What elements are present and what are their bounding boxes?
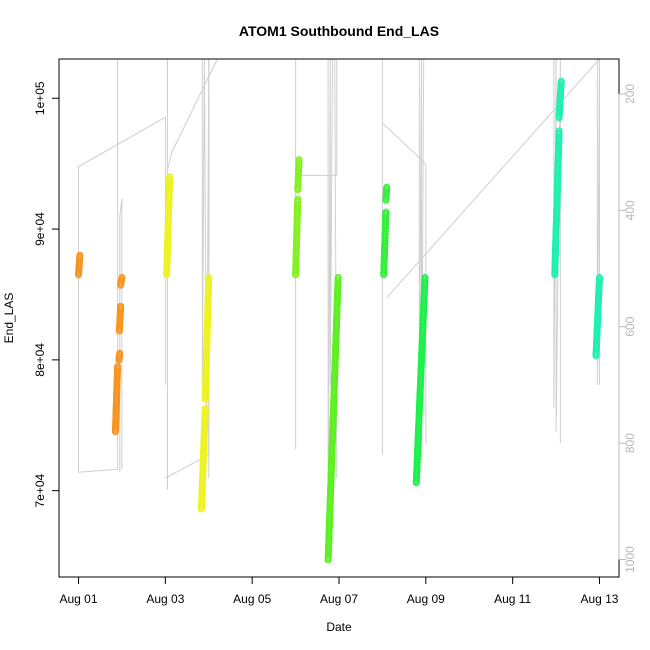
x-tick-label: Aug 09 xyxy=(407,592,445,606)
data-point xyxy=(294,195,302,203)
x-tick-label: Aug 03 xyxy=(146,592,184,606)
data-point xyxy=(421,273,429,281)
y2-tick-label: 400 xyxy=(623,200,637,220)
data-point xyxy=(383,183,391,191)
data-point xyxy=(118,273,126,281)
y2-tick-label: 200 xyxy=(623,84,637,104)
x-axis: Aug 01 Aug 03 Aug 05 Aug 07 Aug 09 Aug 11 Aug … xyxy=(60,576,619,606)
x-tick-label: Aug 13 xyxy=(580,592,618,606)
data-point xyxy=(201,404,209,412)
y-tick-label: 7e+04 xyxy=(33,473,47,507)
y-tick-label: 9e+04 xyxy=(33,212,47,246)
background-line xyxy=(381,59,427,455)
x-tick-label: Aug 01 xyxy=(60,592,98,606)
y2-tick-label: 1000 xyxy=(623,546,637,573)
data-point xyxy=(557,77,565,85)
background-line xyxy=(119,198,123,473)
y-tick-label: 1e+05 xyxy=(33,81,47,115)
x-axis-label: Date xyxy=(326,620,352,634)
y2-tick-label: 800 xyxy=(623,433,637,453)
y2-tick-label: 600 xyxy=(623,316,637,336)
x-tick-label: Aug 07 xyxy=(320,592,358,606)
data-point xyxy=(205,273,213,281)
data-point xyxy=(382,208,390,216)
data-point xyxy=(114,362,122,370)
background-line xyxy=(596,59,600,385)
data-point xyxy=(295,156,303,164)
data-point xyxy=(117,302,125,310)
data-point xyxy=(555,127,563,135)
data-point xyxy=(166,173,174,181)
y-axis: 7e+04 8e+04 9e+04 1e+05 xyxy=(33,81,60,508)
data-point xyxy=(334,273,342,281)
y-tick-label: 8e+04 xyxy=(33,343,47,377)
y-axis-label: End_LAS xyxy=(2,293,16,344)
data-points xyxy=(75,77,603,564)
x-tick-label: Aug 05 xyxy=(233,592,271,606)
chart-title: ATOM1 Southbound End_LAS xyxy=(239,23,439,39)
x-tick-label: Aug 11 xyxy=(494,592,531,606)
y2-axis: 200 400 600 800 1000 xyxy=(618,84,637,573)
data-point xyxy=(595,273,603,281)
data-point xyxy=(76,251,84,259)
data-point xyxy=(116,349,124,357)
background-line xyxy=(201,59,210,479)
